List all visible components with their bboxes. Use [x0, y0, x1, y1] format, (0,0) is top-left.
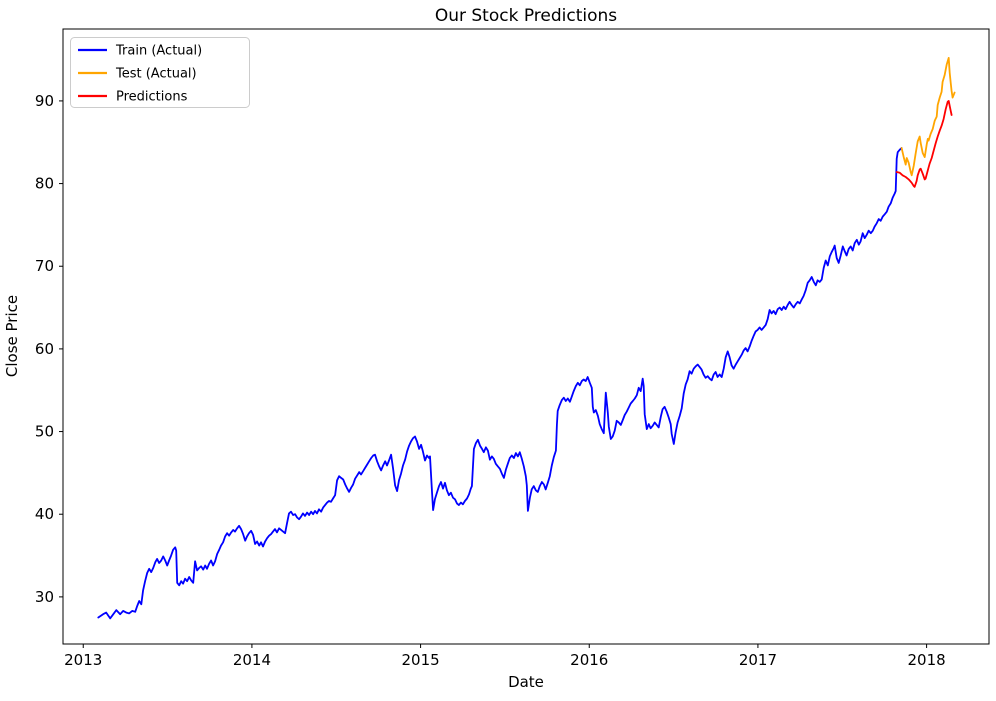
- predictions-legend-label: Predictions: [116, 90, 188, 105]
- x-tick-label: 2018: [907, 651, 945, 669]
- legend-item-predictions: Predictions: [78, 90, 188, 105]
- train-line: [97, 147, 903, 620]
- chart-title: Our Stock Predictions: [435, 6, 617, 26]
- y-tick-label: 30: [35, 588, 54, 606]
- y-tick-label: 80: [35, 175, 54, 193]
- y-tick-label: 50: [35, 423, 54, 441]
- x-tick-label: 2014: [233, 651, 271, 669]
- x-axis-label: Date: [508, 673, 544, 691]
- legend-item-train: Train (Actual): [78, 44, 202, 59]
- legend-box: [70, 37, 250, 108]
- legend: Train (Actual) Test (Actual) Predictions: [70, 37, 250, 108]
- y-tick-label: 60: [35, 340, 54, 358]
- series-lines: [97, 57, 956, 620]
- y-tick-label: 90: [35, 92, 54, 110]
- y-tick-label: 40: [35, 505, 54, 523]
- x-tick-label: 2016: [570, 651, 608, 669]
- x-tick-label: 2015: [401, 651, 439, 669]
- legend-item-test: Test (Actual): [78, 67, 197, 82]
- x-tick-label: 2017: [739, 651, 777, 669]
- train-legend-label: Train (Actual): [115, 44, 202, 59]
- predictions-line: [895, 100, 953, 188]
- x-axis-ticks: 2013 2014 2015 2016 2017 2018: [64, 644, 946, 669]
- y-axis-ticks: 30 40 50 60 70 80 90: [35, 92, 63, 606]
- y-axis-label: Close Price: [3, 295, 21, 377]
- test-line: [900, 57, 956, 177]
- x-tick-label: 2013: [64, 651, 102, 669]
- axes-frame: [62, 28, 990, 645]
- test-legend-label: Test (Actual): [115, 67, 197, 82]
- plot-area: [63, 29, 989, 644]
- y-tick-label: 70: [35, 257, 54, 275]
